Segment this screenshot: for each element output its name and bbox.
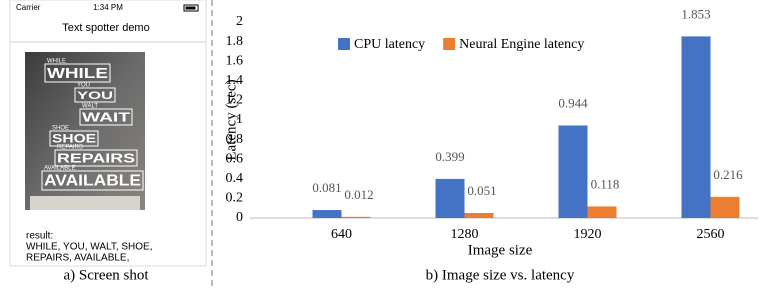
legend-label: Neural Engine latency bbox=[459, 37, 584, 52]
caption: a) Screen shot bbox=[64, 267, 150, 283]
bar bbox=[464, 213, 494, 218]
x-tick-label: 1280 bbox=[451, 227, 479, 242]
detection-box bbox=[54, 149, 138, 167]
y-tick-label: 0.4 bbox=[226, 171, 244, 186]
x-tick-label: 1920 bbox=[574, 227, 602, 242]
y-tick-label: 1.8 bbox=[226, 34, 244, 49]
x-axis-label: Image size bbox=[468, 242, 533, 258]
legend-swatch bbox=[443, 38, 456, 50]
data-label: 0.118 bbox=[591, 176, 620, 191]
bar bbox=[341, 216, 371, 218]
photo-ground bbox=[30, 196, 140, 210]
battery-level bbox=[185, 6, 196, 10]
chart: 0 0.2 0.4 0.6 0.8 1 1.2 1.4 1.6 1.8 2 640 0.081 0.012… bbox=[226, 6, 758, 242]
result-line: WHILE, YOU, WALT, SHOE, bbox=[26, 242, 153, 253]
data-label: 1.853 bbox=[681, 6, 710, 21]
result-label: result: bbox=[26, 231, 53, 242]
data-label: 0.012 bbox=[344, 187, 373, 202]
bar bbox=[587, 206, 617, 218]
data-label: 0.051 bbox=[467, 183, 496, 198]
bar bbox=[710, 196, 740, 218]
legend-label: CPU latency bbox=[354, 37, 425, 52]
bar bbox=[312, 210, 342, 218]
y-tick-label: 1.4 bbox=[226, 73, 244, 88]
photo-word: WAIT bbox=[82, 109, 130, 124]
detection-box bbox=[41, 170, 144, 191]
status-time: 1:34 PM bbox=[93, 3, 123, 12]
detection-label: SHOE bbox=[52, 126, 69, 132]
photo-word: AVAILABLE bbox=[44, 173, 141, 190]
photo-word: WHILE bbox=[47, 65, 108, 82]
x-tick-label: 640 bbox=[331, 227, 352, 242]
photo-word: YOU bbox=[77, 90, 113, 102]
y-tick-label: 0.6 bbox=[226, 151, 244, 166]
y-tick-label: 2 bbox=[236, 14, 243, 29]
detection-box bbox=[74, 87, 116, 103]
detection-box bbox=[44, 63, 111, 83]
data-label: 0.081 bbox=[312, 180, 341, 195]
photo-word: SHOE bbox=[52, 132, 96, 146]
y-tick-label: 1 bbox=[236, 112, 243, 127]
y-tick-label: 0.8 bbox=[226, 132, 244, 147]
battery bbox=[183, 4, 199, 12]
detection-label: YOU bbox=[77, 83, 90, 89]
x-tick-label: 2560 bbox=[697, 227, 725, 242]
bar bbox=[558, 125, 588, 218]
data-label: 0.944 bbox=[558, 95, 588, 110]
bar bbox=[681, 36, 711, 218]
caption: b) Image size vs. latency bbox=[426, 267, 575, 283]
detection-box bbox=[79, 108, 133, 126]
photo-word: REPAIRS bbox=[57, 150, 135, 165]
bar bbox=[435, 178, 465, 218]
result-line: REPAIRS, AVAILABLE, bbox=[26, 253, 129, 264]
detection-label: WALT bbox=[82, 104, 98, 110]
data-label: 0.216 bbox=[713, 167, 743, 182]
y-tick-label: 1.6 bbox=[226, 53, 244, 68]
detection-box bbox=[49, 130, 99, 147]
legend-swatch bbox=[338, 38, 350, 50]
detection-label: REPAIRS bbox=[57, 145, 83, 151]
app-title: Text spotter demo bbox=[62, 22, 149, 34]
data-label: 0.399 bbox=[435, 149, 464, 164]
detections: WHILEWHILEYOUYOUWAITWALTSHOESHOEREPAIRSR… bbox=[41, 59, 144, 191]
y-tick-label: 1.2 bbox=[226, 93, 244, 108]
detection-label: AVAILABLE bbox=[44, 166, 75, 172]
detection-label: WHILE bbox=[47, 59, 66, 65]
y-tick-label: 0 bbox=[236, 210, 243, 225]
y-axis-label: Latency (sec) bbox=[223, 79, 239, 160]
carrier: Carrier bbox=[16, 3, 41, 12]
y-tick-label: 0.2 bbox=[226, 191, 244, 206]
